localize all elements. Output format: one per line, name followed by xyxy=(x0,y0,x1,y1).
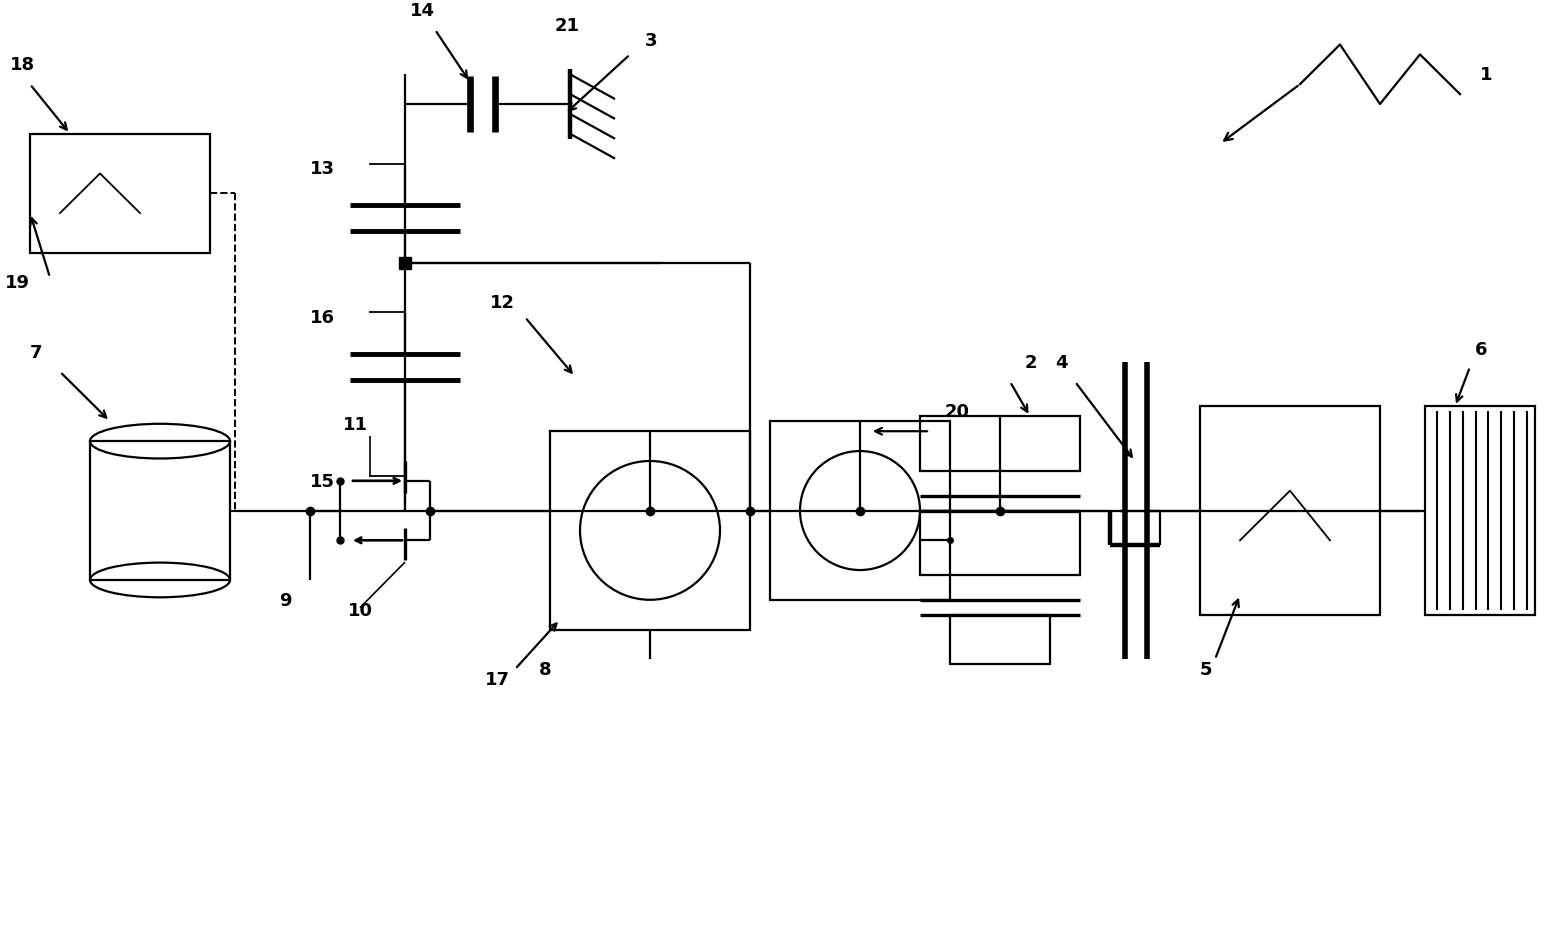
Text: 5: 5 xyxy=(1200,660,1212,679)
Text: 16: 16 xyxy=(310,309,336,327)
Text: 12: 12 xyxy=(489,294,514,312)
Text: 7: 7 xyxy=(30,344,42,362)
Bar xyxy=(1200,407,1380,615)
Text: 19: 19 xyxy=(5,274,30,292)
Text: 15: 15 xyxy=(310,472,336,490)
Text: 17: 17 xyxy=(485,670,510,689)
Text: 18: 18 xyxy=(9,57,34,74)
Text: 3: 3 xyxy=(644,32,657,49)
Text: 9: 9 xyxy=(279,591,292,609)
Text: 14: 14 xyxy=(409,2,434,19)
Bar xyxy=(950,615,1051,665)
Text: 2: 2 xyxy=(1025,353,1038,372)
Bar xyxy=(920,417,1080,471)
Bar xyxy=(89,441,230,580)
Bar xyxy=(920,511,1080,576)
Text: 21: 21 xyxy=(555,17,580,34)
Text: 11: 11 xyxy=(342,416,367,434)
Bar xyxy=(550,432,750,629)
Text: 10: 10 xyxy=(348,601,373,619)
Bar xyxy=(30,134,210,253)
Bar xyxy=(770,422,950,600)
Text: 13: 13 xyxy=(310,160,336,178)
Text: 8: 8 xyxy=(539,660,552,679)
Text: 20: 20 xyxy=(946,403,971,421)
Text: 6: 6 xyxy=(1475,340,1488,359)
Bar xyxy=(1425,407,1535,615)
Text: 4: 4 xyxy=(1055,353,1068,372)
Text: 1: 1 xyxy=(1480,66,1493,84)
